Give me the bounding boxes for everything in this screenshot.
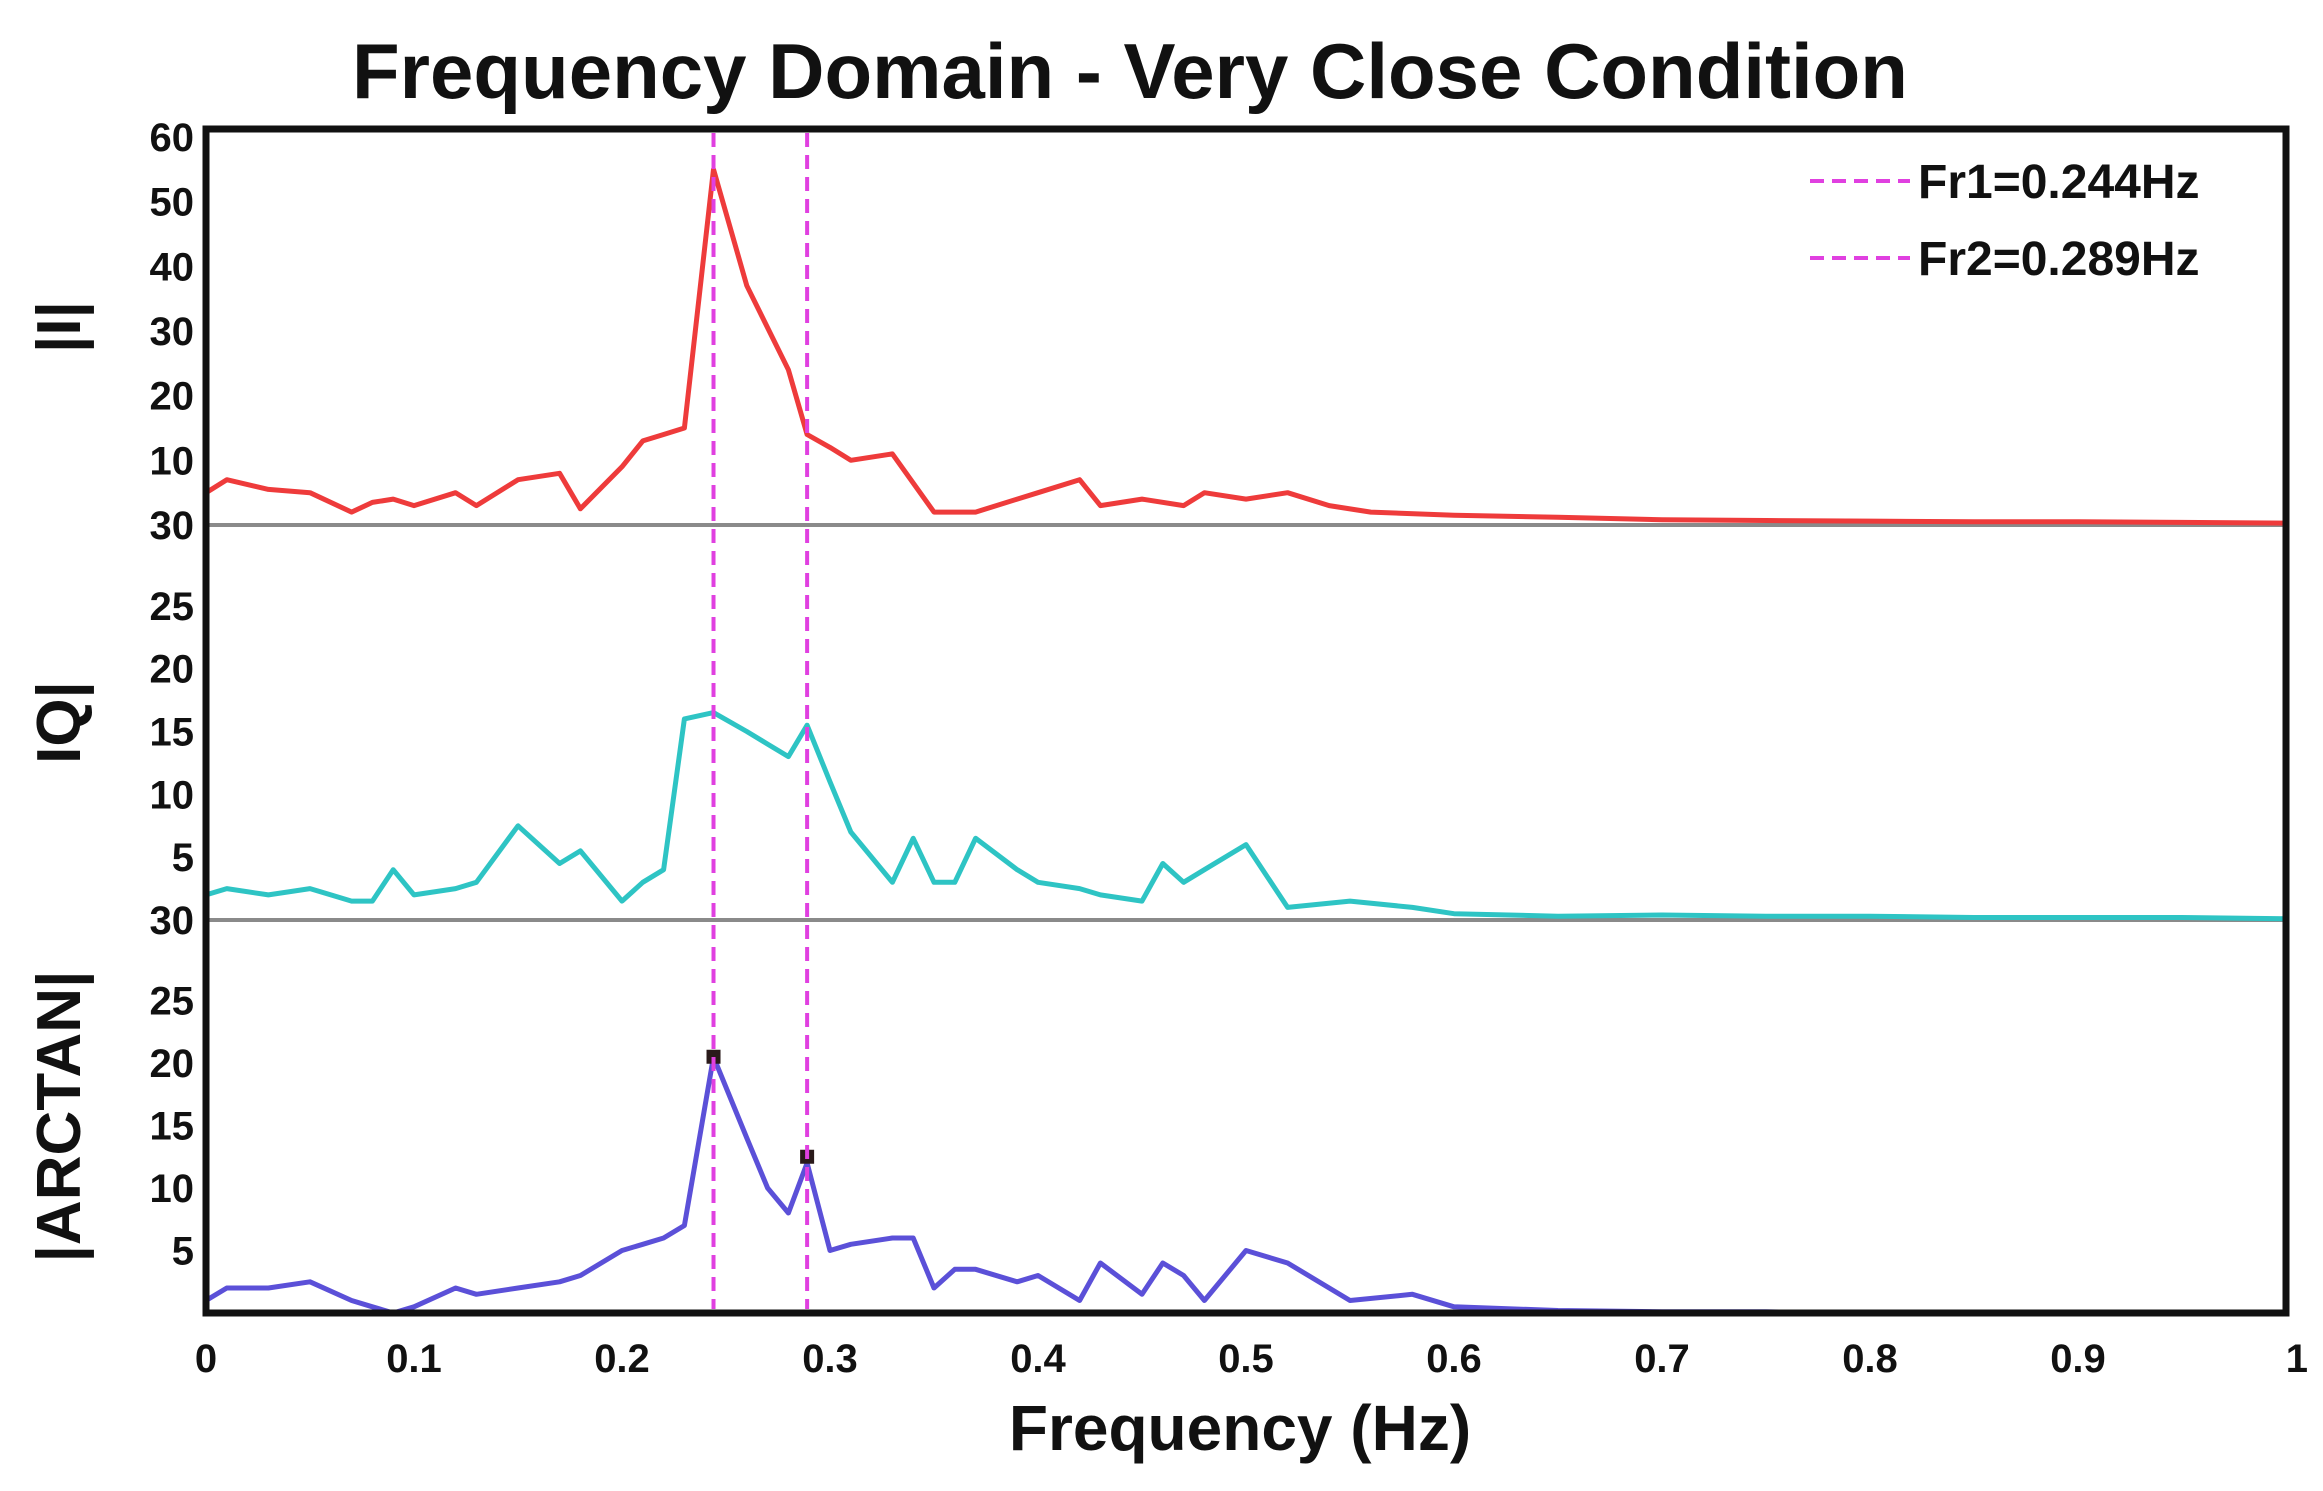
y-axis-label: |I| <box>25 301 95 353</box>
series-line-2 <box>205 710 2287 922</box>
panel-2: 30 5 10 15 20 25 IQ| <box>25 585 2287 943</box>
y-tick-label: 20 <box>150 1042 195 1086</box>
legend-label-fr1: Fr1=0.244Hz <box>1918 156 2200 209</box>
series-line-3 <box>204 1054 2286 1316</box>
y-tick-label: 5 <box>172 1230 194 1274</box>
y-tick-label: 30 <box>150 504 195 548</box>
y-axis-label: |ARCTAN| <box>25 971 95 1263</box>
y-tick-label: 10 <box>150 773 195 817</box>
series-line-1 <box>204 166 2287 526</box>
x-tick-label: 0.6 <box>1426 1337 1482 1381</box>
x-tick-label: 0.2 <box>594 1337 650 1381</box>
x-tick-label: 1 <box>2286 1337 2308 1381</box>
panels-group: 30 10 20 30 40 50 60 |I| 30 5 10 15 20 25 IQ| 5 10 15 20 25… <box>25 116 2287 1316</box>
y-tick-label: 40 <box>150 245 195 289</box>
x-axis: 0 0.1 0.2 0.3 0.4 0.5 0.6 0.7 0.8 0.9 1 <box>195 1337 2308 1381</box>
peak-marker <box>706 1049 721 1064</box>
y-tick-label: 50 <box>150 181 195 225</box>
y-tick-label: 15 <box>150 1105 195 1149</box>
y-tick-label: 15 <box>150 711 195 755</box>
panel-1: 30 10 20 30 40 50 60 |I| <box>25 116 2287 548</box>
y-tick-label: 5 <box>172 836 194 880</box>
plot-frame <box>202 125 2290 1317</box>
y-tick-label: 25 <box>150 585 195 629</box>
legend: Fr1=0.244Hz Fr2=0.289Hz <box>1810 156 2200 286</box>
legend-label-fr2: Fr2=0.289Hz <box>1918 233 2200 286</box>
y-tick-label: 10 <box>150 1167 195 1211</box>
x-tick-label: 0.7 <box>1634 1337 1690 1381</box>
x-tick-label: 0.9 <box>2050 1337 2106 1381</box>
x-tick-label: 0.5 <box>1218 1337 1274 1381</box>
x-tick-label: 0.1 <box>386 1337 442 1381</box>
panel-3: 5 10 15 20 25 |ARCTAN| <box>25 971 2286 1316</box>
y-tick-label: 10 <box>150 439 195 483</box>
x-tick-label: 0.4 <box>1010 1337 1066 1381</box>
x-tick-label: 0 <box>195 1337 217 1381</box>
y-tick-label: 20 <box>150 648 195 692</box>
y-tick-label: 60 <box>150 116 195 160</box>
y-tick-label: 30 <box>150 310 195 354</box>
x-tick-label: 0.3 <box>802 1337 858 1381</box>
y-tick-label: 25 <box>150 980 195 1024</box>
chart-title: Frequency Domain - Very Close Condition <box>352 27 1908 115</box>
y-axis-label: IQ| <box>25 681 95 764</box>
y-tick-label: 20 <box>150 375 195 419</box>
x-tick-label: 0.8 <box>1842 1337 1898 1381</box>
x-axis-label: Frequency (Hz) <box>1009 1392 1471 1464</box>
reference-lines <box>711 133 810 1309</box>
y-tick-label: 30 <box>150 899 195 943</box>
